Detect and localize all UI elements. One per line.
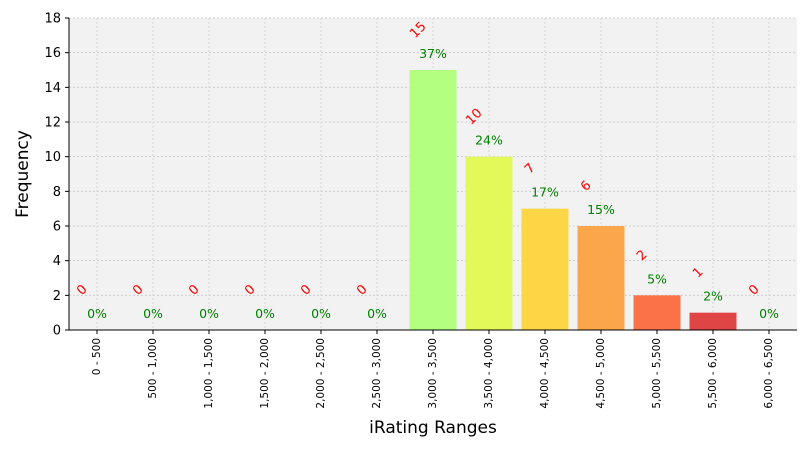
x-tick-label: 2,000 - 2,500 — [315, 338, 327, 409]
y-tick-label: 2 — [53, 289, 61, 304]
y-tick-label: 18 — [44, 12, 61, 27]
y-tick-label: 8 — [53, 185, 61, 200]
x-tick-label: 3,000 - 3,500 — [427, 338, 439, 409]
bar-percent-label: 5% — [647, 271, 667, 286]
bars — [409, 70, 737, 330]
bar — [409, 70, 457, 330]
bar-percent-label: 0% — [255, 306, 275, 321]
bar-percent-label: 0% — [311, 306, 331, 321]
y-tick-label: 4 — [53, 254, 61, 269]
bar-percent-label: 0% — [199, 306, 219, 321]
bar-percent-label: 24% — [475, 133, 503, 148]
x-tick-label: 500 - 1,000 — [147, 338, 159, 399]
bar-percent-label: 0% — [367, 306, 387, 321]
y-tick-label: 0 — [53, 324, 61, 339]
x-tick-label: 4,500 - 5,000 — [595, 338, 607, 409]
bar-percent-label: 0% — [87, 306, 107, 321]
x-tick-label: 1,500 - 2,000 — [259, 338, 271, 409]
bar — [465, 156, 513, 330]
bar-percent-label: 0% — [143, 306, 163, 321]
x-ticks: 0 - 500 500 - 1,000 1,000 - 1,500 1,500 - 2… — [91, 330, 775, 409]
x-tick-label: 5,000 - 5,500 — [651, 338, 663, 409]
y-tick-label: 14 — [44, 81, 61, 96]
x-tick-label: 4,000 - 4,500 — [539, 338, 551, 409]
y-axis-title: Frequency — [13, 130, 33, 218]
x-tick-label: 1,000 - 1,500 — [203, 338, 215, 409]
x-tick-label: 5,500 - 6,000 — [707, 338, 719, 409]
bar — [577, 226, 625, 330]
bar-percent-label: 15% — [587, 202, 615, 217]
bar-percent-label: 17% — [531, 185, 559, 200]
y-tick-label: 16 — [44, 46, 61, 61]
bar-percent-label: 2% — [703, 289, 723, 304]
x-tick-label: 3,500 - 4,000 — [483, 338, 495, 409]
y-tick-label: 6 — [53, 220, 61, 235]
bar — [633, 295, 681, 330]
bar — [689, 312, 737, 330]
bar — [521, 208, 569, 330]
y-tick-label: 10 — [44, 150, 61, 165]
y-tick-label: 12 — [44, 116, 61, 131]
x-axis-title: iRating Ranges — [369, 418, 497, 438]
x-tick-label: 2,500 - 3,000 — [371, 338, 383, 409]
bar-percent-label: 0% — [759, 306, 779, 321]
y-ticks: 0 2 4 6 8 10 12 14 16 18 — [44, 12, 69, 339]
x-tick-label: 6,000 - 6,500 — [763, 338, 775, 409]
bar-percent-label: 37% — [419, 46, 447, 61]
x-tick-label: 0 - 500 — [91, 338, 103, 375]
